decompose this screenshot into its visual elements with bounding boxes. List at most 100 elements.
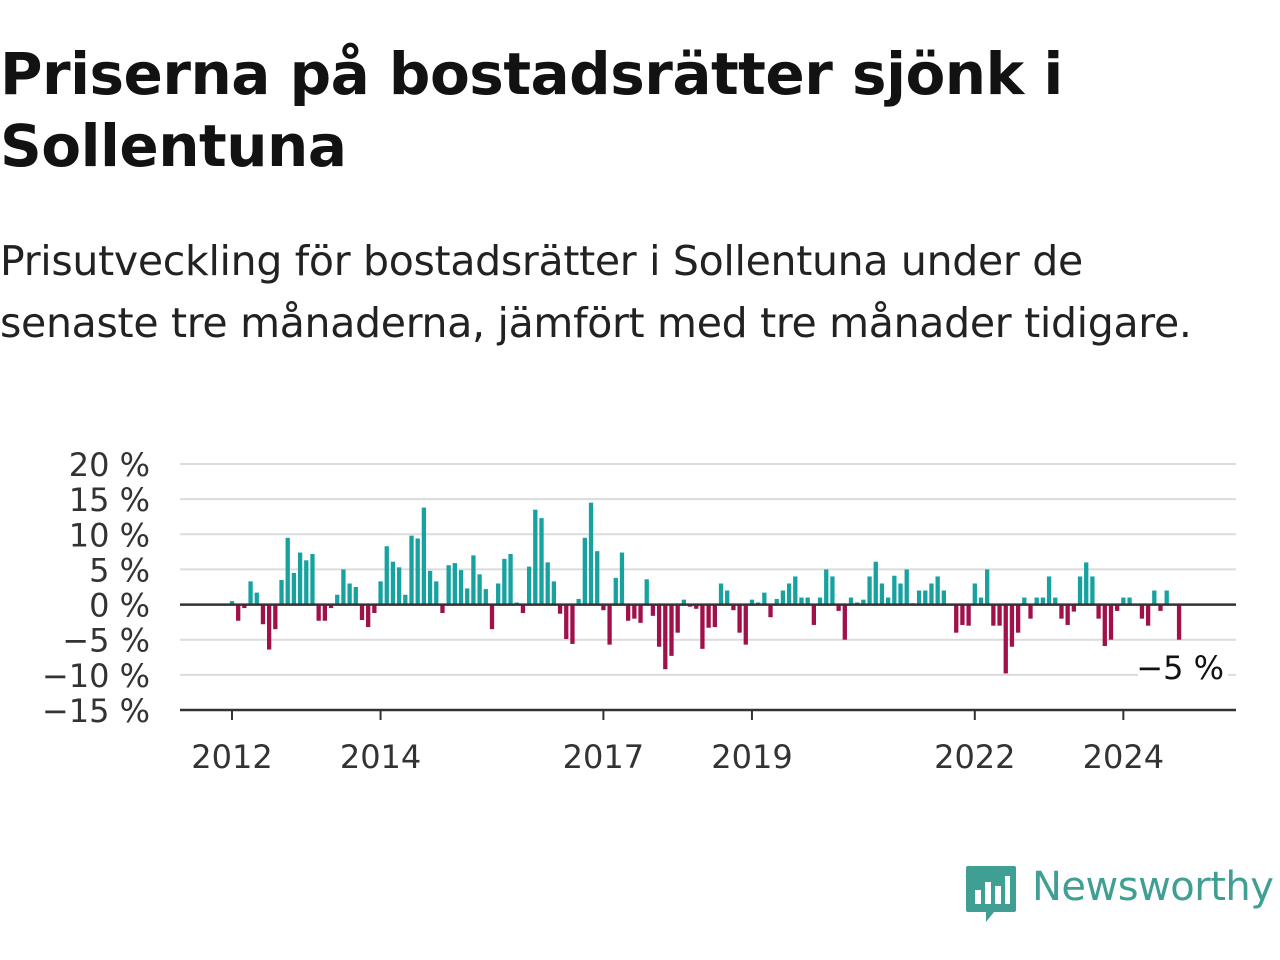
bar [898,583,903,605]
bar [254,592,259,605]
bar [656,604,662,647]
bar [848,597,854,605]
chart-subtitle: Prisutveckling för bostadsrätter i Solle… [0,237,1192,347]
x-tick-label: 2022 [934,738,1015,776]
bar [1015,604,1021,633]
y-tick-label: 10 % [69,516,150,554]
bar [985,569,990,605]
bar [768,604,773,618]
bar [1009,604,1015,647]
bar [496,583,501,605]
bar [842,604,847,640]
newsworthy-logo-icon [966,866,1016,922]
bar [415,538,420,605]
bar [935,576,940,605]
bar [743,604,748,645]
bar [929,583,934,605]
bar [892,575,897,605]
bar [786,583,792,605]
bar [916,590,922,605]
annotation: −5 % [1136,649,1228,687]
bar [681,599,687,605]
bar [236,604,241,621]
bar [793,576,798,605]
x-tick-label: 2012 [191,738,272,776]
bar [570,604,575,644]
bar [446,565,451,605]
bar [508,553,513,605]
bar [904,569,909,605]
bar [260,604,266,625]
bar [824,569,829,605]
bar [700,604,705,649]
axes [180,603,1236,712]
bar [830,576,835,605]
newsworthy-brand: Newsworthy [962,862,1280,928]
bar [774,598,779,605]
bar [564,604,569,640]
annotation-label: −5 % [1136,649,1224,687]
bar [966,604,971,626]
bar [316,604,321,621]
bar [669,604,674,656]
bar [335,594,340,605]
y-tick-label: −10 % [42,657,150,695]
bar [1158,604,1163,611]
bar [502,558,507,605]
bar [434,581,439,605]
bar [304,560,309,605]
bar [638,604,643,623]
bar [1077,576,1083,605]
bar [297,552,303,605]
bar [588,502,594,605]
bar [1003,604,1008,674]
bar [861,599,866,605]
bar [526,566,532,605]
bar [885,597,891,605]
bar [737,604,742,633]
bar [712,604,717,628]
bar [458,570,464,605]
x-tick-label: 2019 [711,738,792,776]
bar [731,604,736,611]
bar [353,587,358,605]
bar [1090,576,1095,605]
bar [582,537,587,605]
bar [229,601,235,605]
bar [836,604,841,611]
bar [811,604,817,625]
bars [229,502,1182,674]
bar [477,574,482,605]
bar [396,567,402,605]
bar [427,570,433,605]
bar [607,604,612,645]
y-tick-label: −15 % [42,692,150,730]
bar [978,597,984,605]
x-axis-labels: 2012 2014 2017 2019 2022 2024 [191,710,1164,776]
bar [954,604,959,633]
bar [1046,576,1052,605]
bar [941,590,946,605]
bar [557,604,563,614]
bar [817,597,823,605]
bar [1164,590,1169,605]
bar [489,604,495,630]
bar [632,604,637,619]
bar [601,604,606,611]
bar [273,604,278,630]
bar [718,583,724,605]
bar [650,604,656,616]
bar-chart: 20 %15 %10 %5 %0 %−5 %−10 %−15 % 2012 201… [42,446,1236,776]
bar [762,592,767,605]
bar [1145,604,1151,626]
brand-name: Newsworthy [1032,864,1274,910]
y-tick-label: 0 % [89,587,150,625]
y-tick-label: 5 % [89,551,150,589]
bar [322,604,327,621]
bar [341,569,346,605]
bar [626,604,631,621]
y-axis-labels: 20 %15 %10 %5 %0 %−5 %−10 %−15 % [42,446,150,730]
bar [619,552,625,605]
bar [1065,604,1070,625]
bar [1152,590,1157,605]
